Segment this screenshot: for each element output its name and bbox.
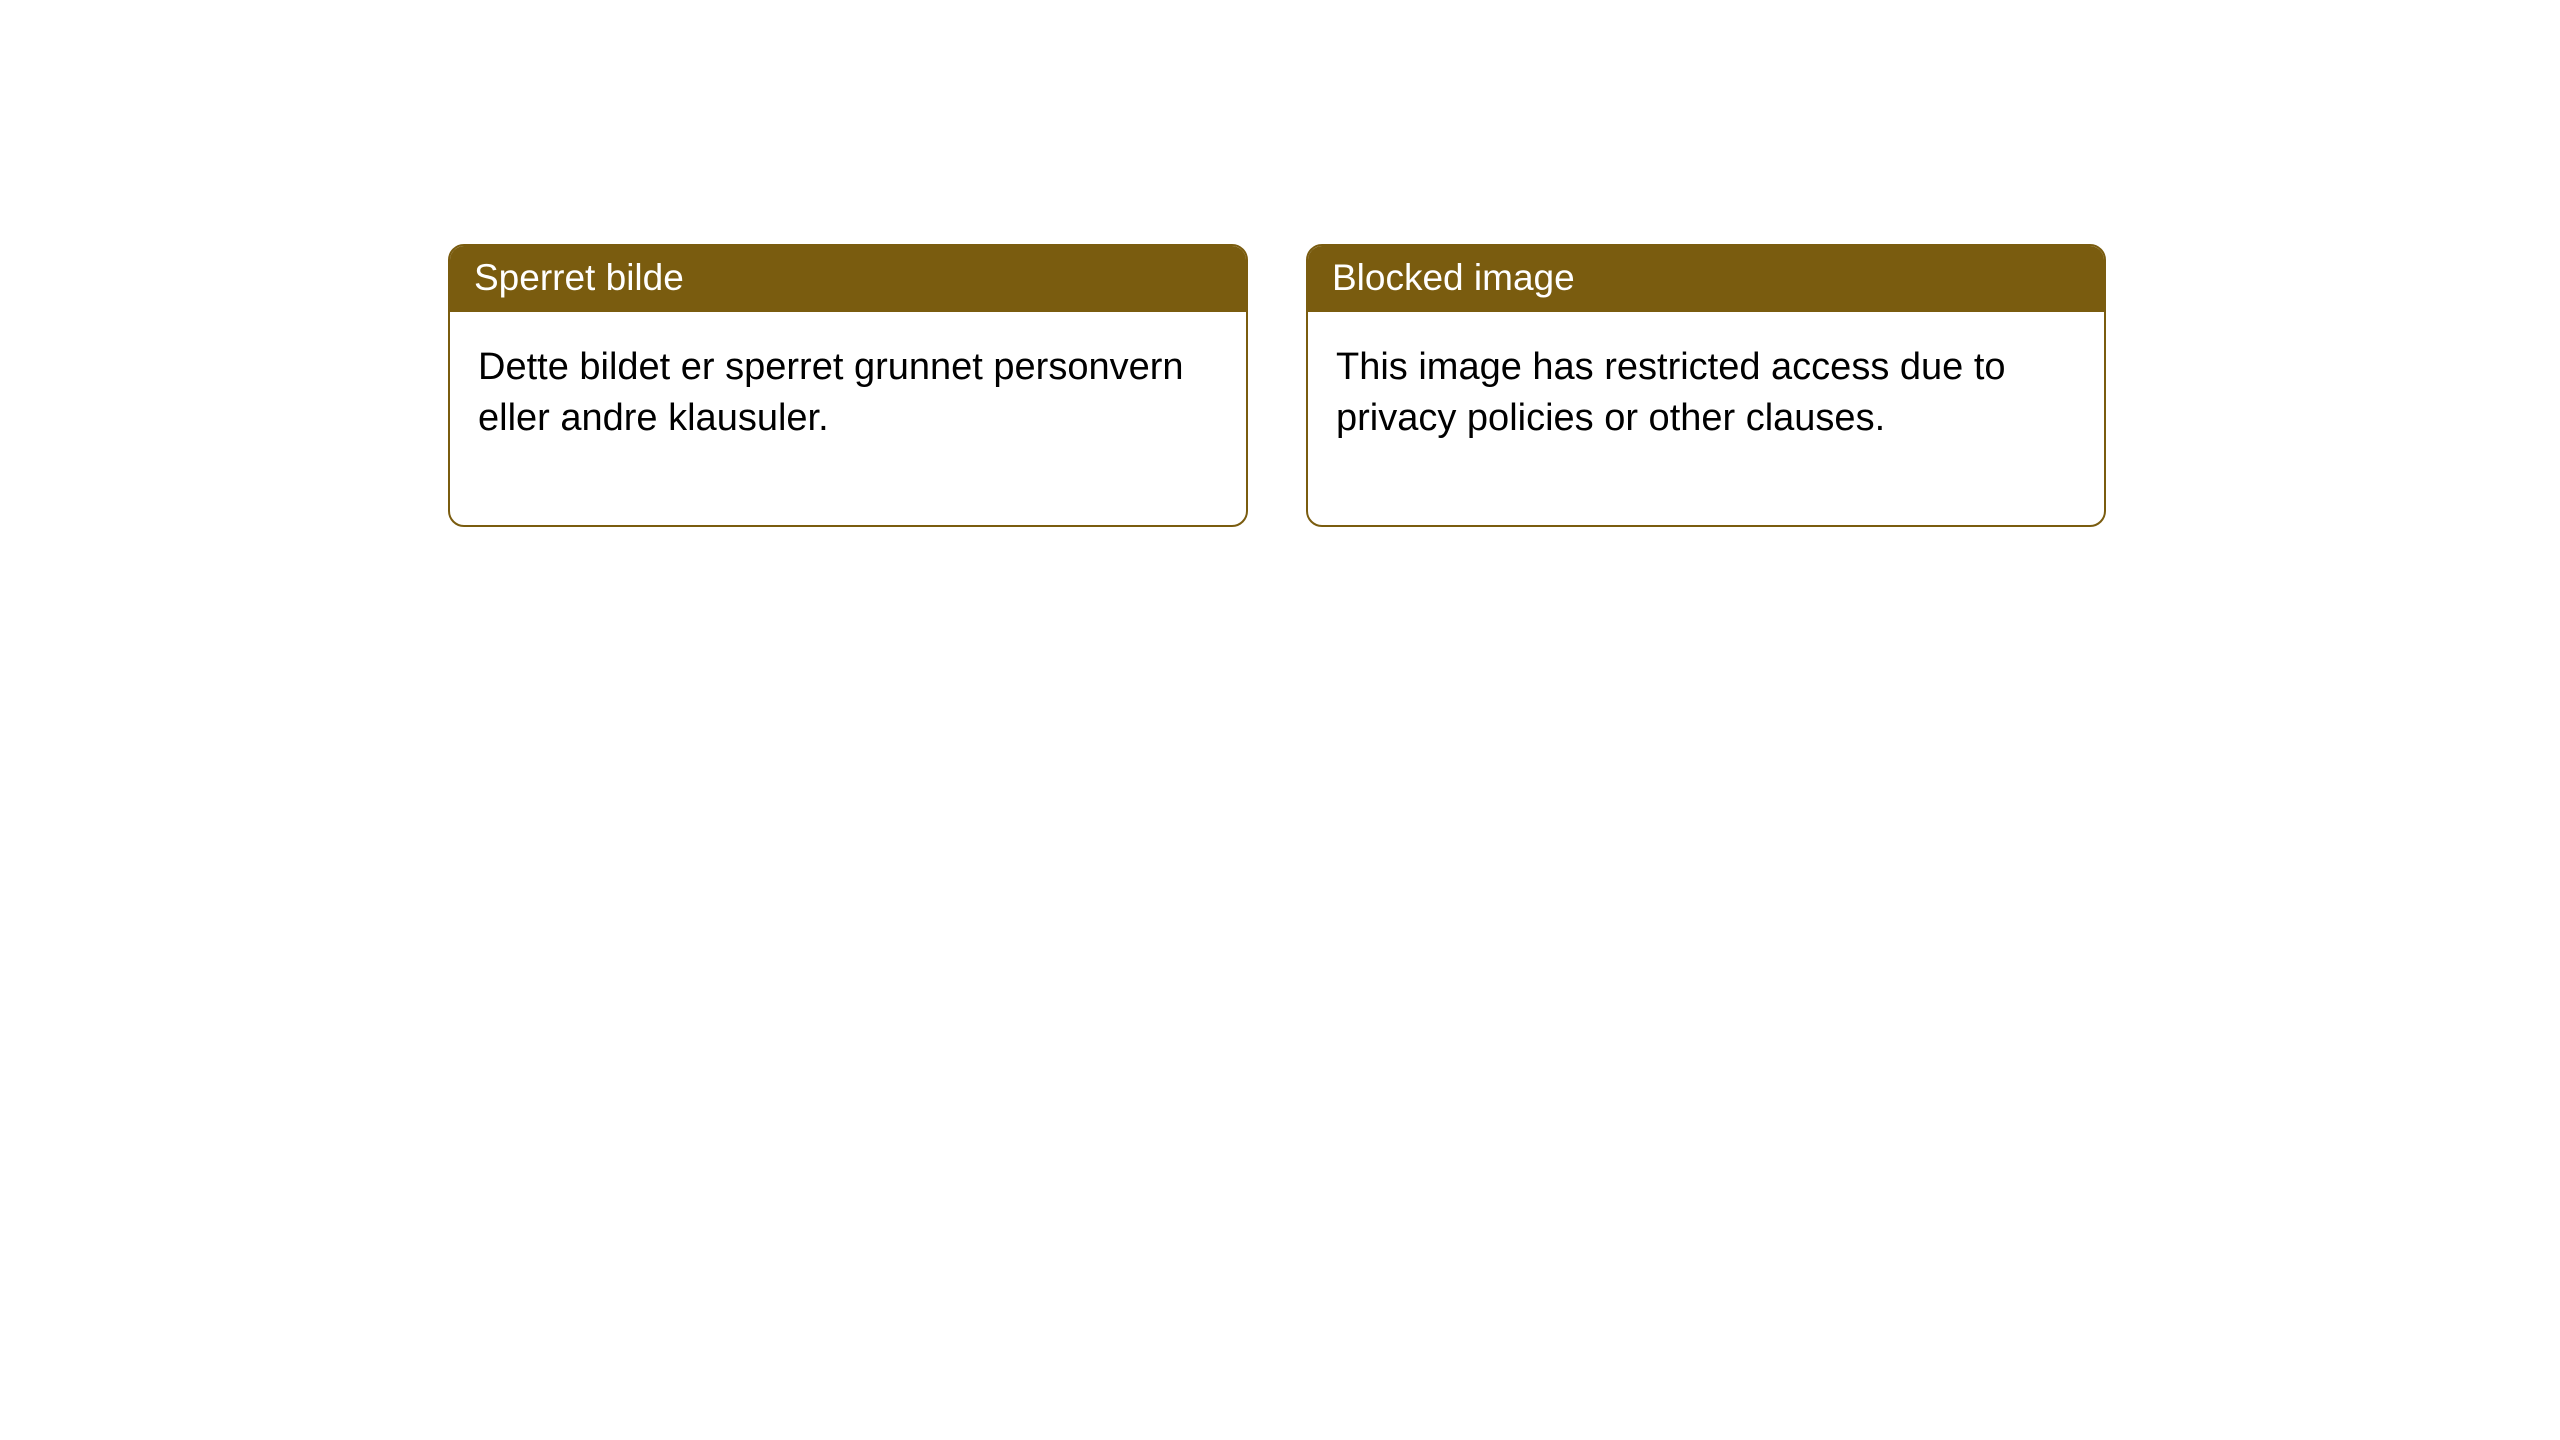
notice-container: Sperret bilde Dette bildet er sperret gr… <box>0 0 2560 527</box>
notice-body: Dette bildet er sperret grunnet personve… <box>450 312 1246 525</box>
notice-card-norwegian: Sperret bilde Dette bildet er sperret gr… <box>448 244 1248 527</box>
notice-header: Blocked image <box>1308 246 2104 312</box>
notice-card-english: Blocked image This image has restricted … <box>1306 244 2106 527</box>
notice-header: Sperret bilde <box>450 246 1246 312</box>
notice-body: This image has restricted access due to … <box>1308 312 2104 525</box>
